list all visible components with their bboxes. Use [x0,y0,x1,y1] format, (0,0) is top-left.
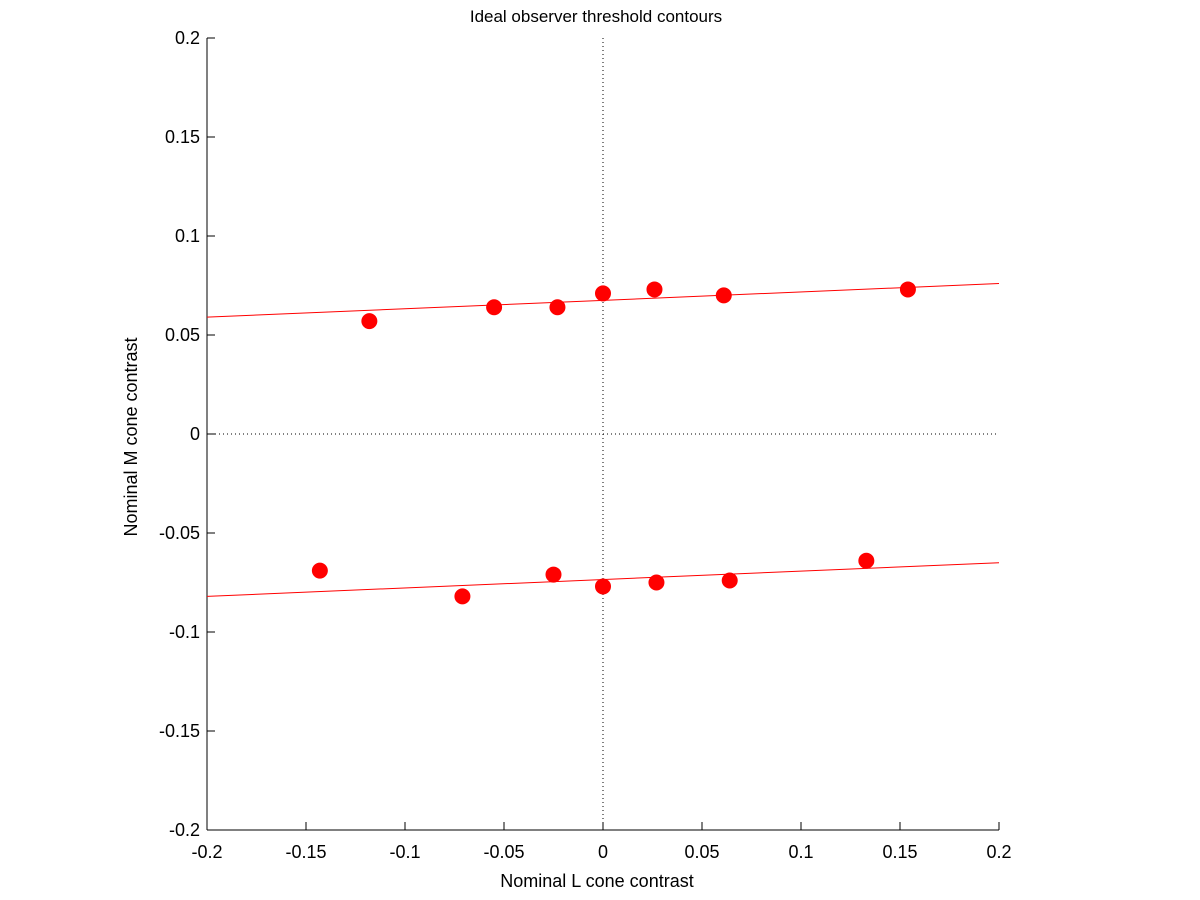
reference-lines [207,38,999,830]
data-point [648,574,665,591]
y-tick-label: 0.15 [165,127,200,147]
chart-title: Ideal observer threshold contours [470,7,722,26]
x-tick-label: 0.1 [788,842,813,862]
data-point [595,578,611,595]
y-tick-label: 0 [190,424,200,444]
x-axis-label: Nominal L cone contrast [500,871,693,891]
data-point [454,588,471,605]
y-tick-label: -0.2 [169,820,200,840]
x-tick-label: 0.05 [684,842,719,862]
data-point [721,572,738,589]
x-tick-label: -0.05 [483,842,524,862]
data-point [858,552,875,569]
data-point [595,285,611,302]
y-tick-label: -0.15 [159,721,200,741]
y-tick-label: -0.05 [159,523,200,543]
data-point [361,313,378,330]
data-point [646,281,663,298]
y-axis-label: Nominal M cone contrast [121,337,141,536]
x-tick-label: 0 [598,842,608,862]
x-tick-label: 0.15 [882,842,917,862]
data-point [545,566,562,583]
x-tick-label: -0.15 [285,842,326,862]
data-points [311,281,916,605]
y-tick-label: 0.05 [165,325,200,345]
x-tick-label: -0.2 [191,842,222,862]
data-point [715,287,732,304]
data-point [311,562,328,579]
data-point [486,299,503,316]
x-tick-label: 0.2 [986,842,1011,862]
data-point [549,299,566,316]
ticks: -0.2 -0.15 -0.1 -0.05 0 0.05 0.1 0.15 0.2 -0.2 -0.… [159,28,1012,862]
y-tick-label: 0.2 [175,28,200,48]
y-tick-label: -0.1 [169,622,200,642]
data-point [899,281,916,298]
y-tick-label: 0.1 [175,226,200,246]
x-tick-label: -0.1 [389,842,420,862]
